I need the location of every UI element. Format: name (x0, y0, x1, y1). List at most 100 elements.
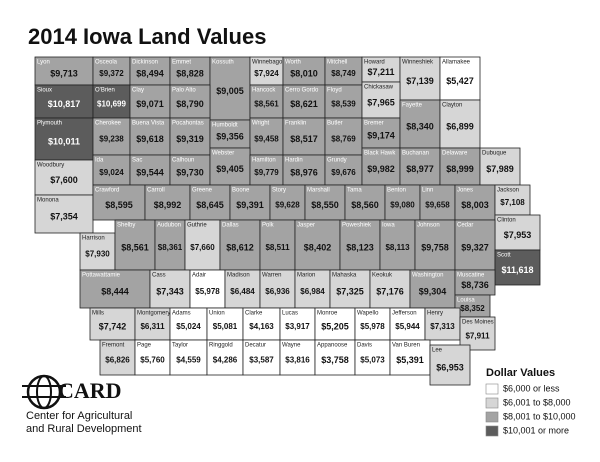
county-value: $6,936 (265, 287, 290, 296)
county (389, 307, 426, 341)
county-value: $8,595 (105, 200, 133, 210)
county-name: Monroe (317, 311, 338, 317)
county-name: Chickasaw (364, 85, 394, 91)
county-name: Tama (347, 188, 362, 194)
county-name: Sioux (37, 88, 52, 94)
county-name: Van Buren (392, 343, 420, 349)
county-value: $9,391 (236, 200, 264, 210)
county-value: $8,561 (121, 242, 149, 252)
county-value: $10,817 (48, 99, 81, 109)
county-value: $9,080 (390, 201, 415, 210)
county-value: $9,238 (99, 135, 124, 144)
county-name: Palo Alto (172, 88, 196, 94)
county-value: $4,163 (249, 322, 274, 331)
county-name: Greene (192, 188, 213, 194)
county-value: $8,444 (101, 286, 129, 296)
county-value: $9,356 (216, 131, 244, 141)
county-name: Iowa (382, 223, 395, 229)
county (282, 154, 326, 186)
county-value: $5,024 (176, 322, 201, 331)
county-value: $7,742 (99, 321, 127, 331)
county (79, 269, 151, 309)
county (409, 269, 456, 309)
county (134, 339, 171, 376)
county-name: Wright (252, 121, 270, 127)
county-value: $4,286 (213, 356, 238, 365)
county-value: $5,978 (360, 322, 385, 331)
logo-line: and Rural Development (26, 423, 142, 435)
county-name: Cherokee (95, 121, 122, 127)
county-value: $10,699 (97, 100, 126, 109)
county-name: Worth (285, 60, 301, 66)
logo-acronym: CARD (58, 378, 122, 403)
county-value: $3,758 (321, 355, 349, 365)
county-name: Plymouth (37, 121, 62, 127)
county (369, 269, 411, 309)
county-value: $5,427 (446, 76, 474, 86)
county (379, 219, 416, 271)
county (399, 56, 441, 101)
county (242, 307, 281, 341)
county-value: $8,749 (331, 69, 356, 78)
county-name: Decatur (245, 343, 266, 349)
county-value: $8,340 (406, 121, 434, 131)
county-value: $6,311 (140, 322, 165, 331)
county-map: Lyon$9,713 Osceola $9,372 Dickinson $8,494 Em… (34, 56, 541, 386)
county-name: Humboldt (212, 123, 238, 129)
county-value: $7,660 (190, 243, 215, 252)
county-value: $8,539 (331, 100, 356, 109)
county-value: $5,391 (396, 355, 424, 365)
legend-label: $10,001 or more (503, 425, 569, 435)
county-value: $8,517 (290, 134, 318, 144)
county-name: Washington (412, 273, 443, 279)
county-value: $8,123 (346, 242, 374, 252)
county-value: $9,071 (136, 99, 164, 109)
county-name: Black Hawk (364, 151, 396, 157)
county-value: $9,304 (419, 286, 447, 296)
county (399, 147, 441, 186)
county-name: Story (272, 188, 286, 194)
county-name: Taylor (172, 343, 188, 349)
county (344, 184, 386, 221)
county-value: $9,372 (99, 69, 124, 78)
county-name: Marion (297, 273, 315, 279)
county (439, 56, 481, 101)
county-name: Wayne (282, 343, 301, 349)
county (269, 184, 306, 221)
legend: Dollar Values $6,000 or less $6,001 to $8… (485, 367, 576, 437)
county-value: $7,953 (504, 230, 532, 240)
county-name: Linn (422, 188, 433, 194)
county-name: Poweshiek (342, 223, 372, 229)
county (454, 219, 496, 271)
county-value: $7,911 (465, 332, 490, 341)
legend-swatch (485, 411, 499, 423)
county-name: Winneshiek (402, 60, 434, 66)
county-name: Union (209, 311, 225, 317)
county-name: Lee (432, 348, 443, 354)
county-name: Winnebago (252, 60, 283, 66)
county-value: $8,992 (154, 200, 182, 210)
county-name: Appanoose (317, 343, 348, 349)
county-name: Buena Vista (132, 121, 165, 127)
county-value: $8,352 (460, 304, 485, 313)
county-value: $7,139 (406, 76, 434, 86)
county-name: Mills (92, 311, 104, 317)
county-name: Butler (327, 121, 343, 127)
county (361, 147, 401, 186)
county-name: Franklin (285, 121, 306, 127)
county-name: Benton (387, 188, 406, 194)
county-value: $3,587 (249, 356, 274, 365)
county-value: $6,826 (105, 356, 130, 365)
county-name: Dickinson (132, 60, 158, 66)
county-name: Osceola (95, 60, 118, 66)
county (229, 184, 271, 221)
county-value: $8,790 (176, 99, 204, 109)
county-name: Guthrie (187, 223, 207, 229)
county-name: Lyon (37, 60, 50, 66)
county (34, 159, 94, 196)
county-value: $7,343 (156, 286, 184, 296)
county-value: $6,984 (300, 287, 325, 296)
legend-label: $6,001 to $8,000 (503, 397, 571, 407)
county (134, 307, 171, 341)
